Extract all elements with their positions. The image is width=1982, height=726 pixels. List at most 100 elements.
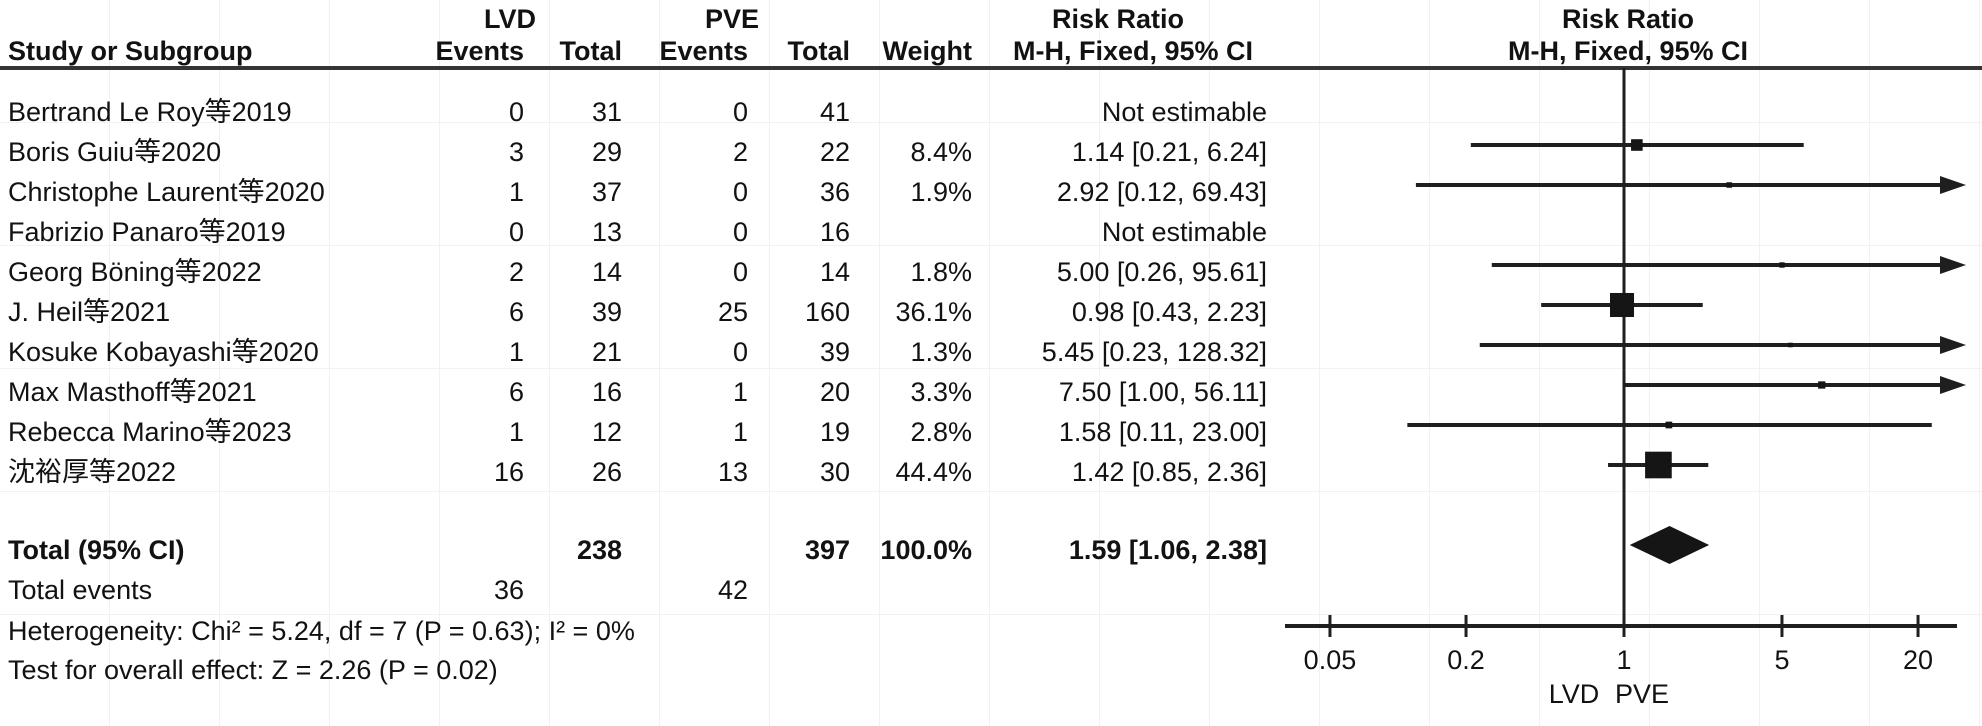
header-divider — [0, 66, 1982, 70]
lvd-total-value: 12 — [591, 417, 622, 447]
lvd-total-value: 29 — [591, 137, 622, 167]
pve-events-value: 13 — [717, 457, 748, 487]
lvd-total-value: 16 — [591, 377, 622, 407]
axis-tick-label: 0.05 — [1304, 645, 1357, 675]
study-label: Fabrizio Panaro等2019 — [8, 217, 286, 247]
group-header-pve: PVE — [704, 4, 760, 34]
study-label: Boris Guiu等2020 — [8, 137, 222, 167]
table-row: Rebecca Marino等2023 1 12 1 19 2.8% 1.58 … — [0, 412, 1330, 452]
col-header-lvd-events: Events — [435, 36, 524, 66]
col-header-ci-right: M-H, Fixed, 95% CI — [1507, 36, 1749, 66]
total-weight: 100.0% — [880, 535, 972, 565]
table-row: Max Masthoff等2021 6 16 1 20 3.3% 7.50 [1… — [0, 372, 1330, 412]
total-row: Total (95% CI) 238 397 100.0% 1.59 [1.06… — [0, 530, 1330, 570]
ci-value: 5.00 [0.26, 95.61] — [1056, 257, 1267, 287]
effect-marker — [1631, 139, 1643, 151]
group-header-lvd: LVD — [484, 4, 536, 34]
table-row: Boris Guiu等2020 3 29 2 22 8.4% 1.14 [0.2… — [0, 132, 1330, 172]
study-label: Christophe Laurent等2020 — [8, 177, 325, 207]
pve-total-value: 36 — [819, 177, 850, 207]
pve-total-value: 160 — [804, 297, 850, 327]
risk-ratio-header-right: Risk Ratio — [1561, 4, 1695, 34]
axis-tick-label: 0.2 — [1447, 645, 1485, 675]
pve-grand-total: 397 — [804, 535, 850, 565]
pve-events-value: 1 — [732, 417, 748, 447]
pve-events-value: 2 — [732, 137, 748, 167]
col-header-weight: Weight — [882, 36, 973, 66]
lvd-events-value: 0 — [508, 217, 524, 247]
pve-events-value: 1 — [732, 377, 748, 407]
weight-value: 1.9% — [910, 177, 972, 207]
axis-tick-label: 1 — [1616, 645, 1631, 675]
study-label: Georg Böning等2022 — [8, 257, 262, 287]
ci-value: 5.45 [0.23, 128.32] — [1041, 337, 1267, 367]
total-ci: 1.59 [1.06, 2.38] — [1068, 535, 1267, 565]
lvd-events-value: 3 — [508, 137, 524, 167]
weight-value: 8.4% — [910, 137, 972, 167]
lvd-events-value: 6 — [508, 377, 524, 407]
effect-marker — [1726, 182, 1732, 188]
effect-marker — [1645, 451, 1672, 479]
lvd-grand-total: 238 — [576, 535, 622, 565]
pve-total-events: 42 — [717, 575, 748, 605]
col-header-pve-events: Events — [659, 36, 748, 66]
study-label: Rebecca Marino等2023 — [8, 417, 292, 447]
ci-value: 2.92 [0.12, 69.43] — [1056, 177, 1267, 207]
effect-marker — [1779, 262, 1785, 268]
study-label: Max Masthoff等2021 — [8, 377, 257, 407]
pve-total-value: 22 — [819, 137, 850, 167]
pve-events-value: 0 — [732, 257, 748, 287]
table-row: Kosuke Kobayashi等2020 1 21 0 39 1.3% 5.4… — [0, 332, 1330, 372]
table-row: Bertrand Le Roy等2019 0 31 0 41 Not estim… — [0, 92, 1330, 132]
table-row: Fabrizio Panaro等2019 0 13 0 16 Not estim… — [0, 212, 1330, 252]
ci-value: 7.50 [1.00, 56.11] — [1058, 377, 1267, 407]
ci-value: Not estimable — [1101, 217, 1267, 247]
ci-arrowhead — [1940, 376, 1966, 394]
weight-value: 1.8% — [910, 257, 972, 287]
study-label: Bertrand Le Roy等2019 — [8, 97, 292, 127]
lvd-events-value: 0 — [508, 97, 524, 127]
table-row: 沈裕厚等2022 16 26 13 30 44.4% 1.42 [0.85, 2… — [0, 452, 1330, 492]
weight-value: 44.4% — [895, 457, 972, 487]
study-label: Kosuke Kobayashi等2020 — [8, 337, 319, 367]
lvd-total-value: 39 — [591, 297, 622, 327]
lvd-total-value: 14 — [591, 257, 622, 287]
lvd-total-value: 21 — [591, 337, 622, 367]
lvd-events-value: 2 — [508, 257, 524, 287]
pve-events-value: 0 — [732, 97, 748, 127]
study-label: 沈裕厚等2022 — [8, 457, 177, 487]
total-events-label: Total events — [8, 575, 153, 605]
lvd-total-events: 36 — [493, 575, 524, 605]
pve-events-value: 0 — [732, 217, 748, 247]
effect-marker — [1788, 342, 1793, 348]
ci-arrowhead — [1940, 176, 1966, 194]
pve-total-value: 30 — [819, 457, 850, 487]
weight-value: 2.8% — [910, 417, 972, 447]
ci-value: Not estimable — [1101, 97, 1267, 127]
pve-total-value: 19 — [819, 417, 850, 447]
weight-value: 1.3% — [910, 337, 972, 367]
col-header-ci-left: M-H, Fixed, 95% CI — [1012, 36, 1254, 66]
pve-total-value: 39 — [819, 337, 850, 367]
pve-total-value: 14 — [819, 257, 850, 287]
pve-events-value: 25 — [717, 297, 748, 327]
lvd-events-value: 6 — [508, 297, 524, 327]
heterogeneity-stat: Heterogeneity: Chi² = 5.24, df = 7 (P = … — [8, 616, 635, 646]
pve-total-value: 16 — [819, 217, 850, 247]
pve-total-value: 20 — [819, 377, 850, 407]
favours-right-label: PVE — [1615, 679, 1669, 709]
ci-value: 1.42 [0.85, 2.36] — [1071, 457, 1267, 487]
lvd-total-value: 13 — [591, 217, 622, 247]
lvd-total-value: 26 — [591, 457, 622, 487]
col-header-study: Study or Subgroup — [8, 36, 253, 66]
effect-marker — [1665, 421, 1673, 429]
effect-marker — [1610, 292, 1635, 318]
lvd-total-value: 31 — [591, 97, 622, 127]
pve-events-value: 0 — [732, 337, 748, 367]
risk-ratio-header-left: Risk Ratio — [1051, 4, 1185, 34]
col-header-pve-total: Total — [787, 36, 851, 66]
pooled-diamond — [1629, 526, 1710, 564]
weight-value: 36.1% — [895, 297, 972, 327]
favours-left-label: LVD — [1549, 679, 1600, 709]
